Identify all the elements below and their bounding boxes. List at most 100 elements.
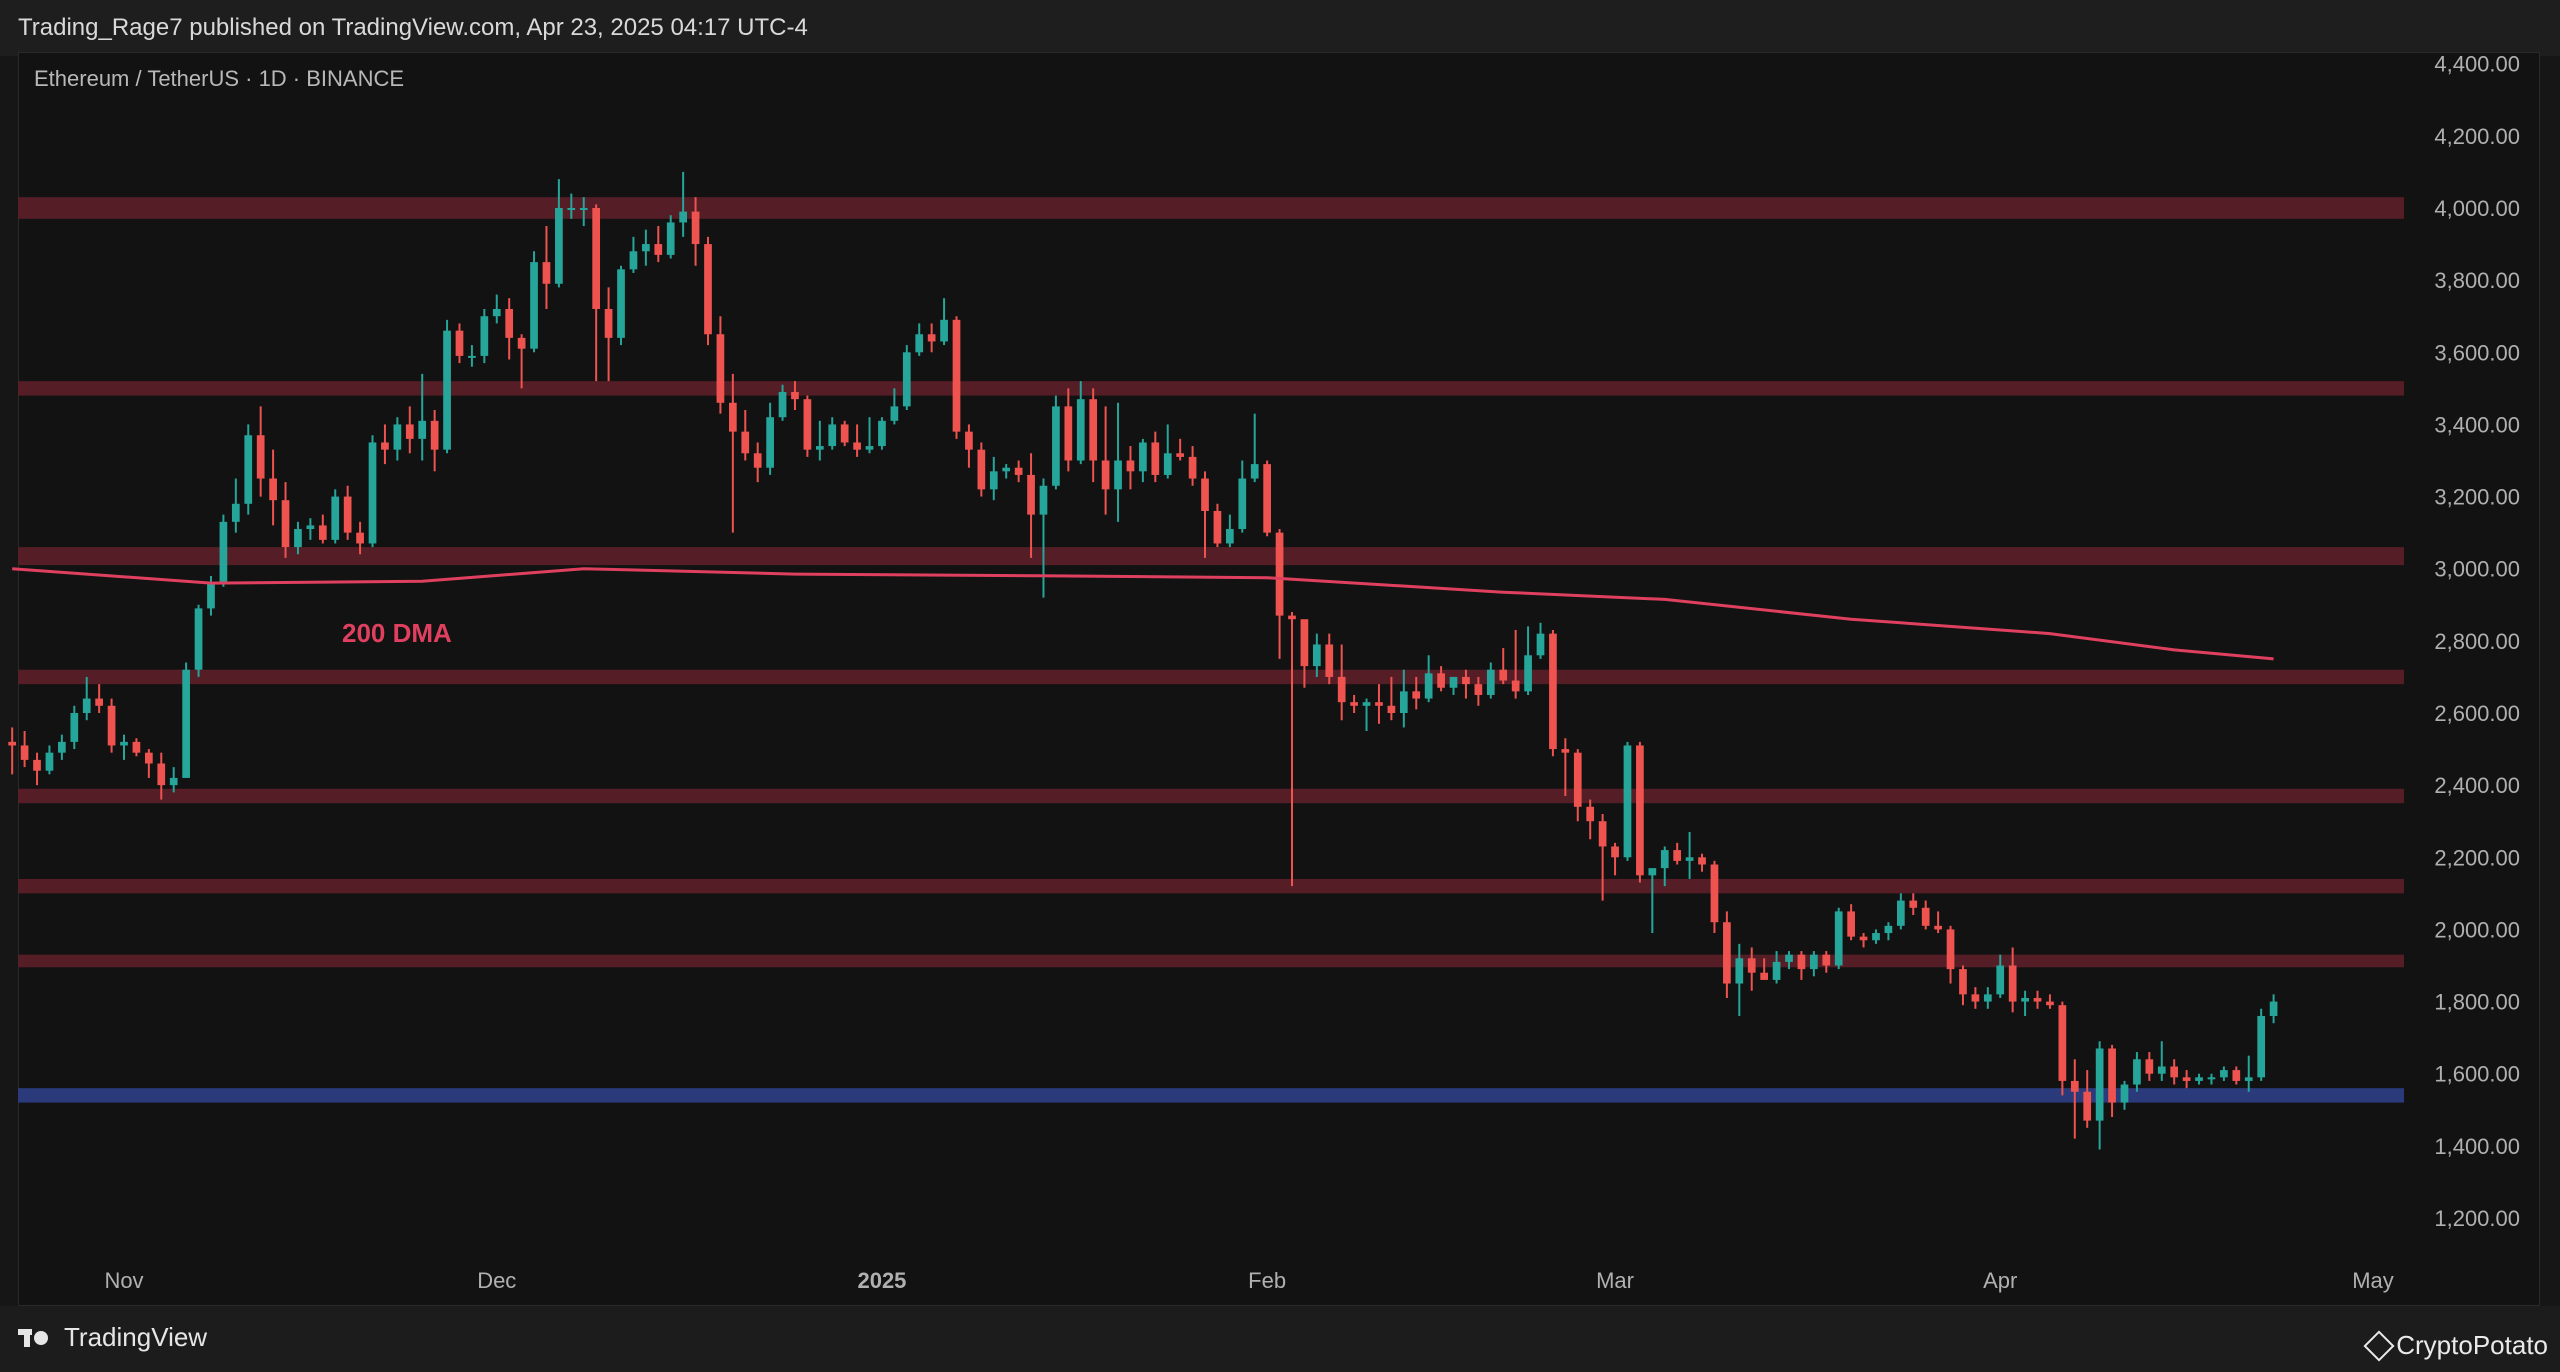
candle-body — [1648, 868, 1657, 876]
candle-body — [1449, 676, 1458, 688]
candle-body — [1499, 669, 1508, 681]
candle — [1648, 868, 1657, 934]
candle — [219, 514, 228, 587]
candle — [1437, 666, 1445, 692]
candle — [753, 442, 762, 483]
resistance-zone — [18, 547, 2404, 566]
resistance-zone — [18, 954, 2404, 968]
candle — [1971, 987, 1980, 1009]
y-tick-label: 4,200.00 — [2434, 124, 2520, 149]
candle — [157, 752, 166, 800]
candle — [1511, 630, 1520, 699]
candle — [902, 345, 911, 410]
candle — [1002, 464, 1011, 479]
candle — [1064, 388, 1073, 472]
candle-body — [766, 417, 774, 468]
candle — [132, 738, 141, 757]
candle — [1139, 438, 1147, 483]
candle-body — [231, 503, 240, 522]
candle — [1847, 904, 1855, 941]
candle — [1188, 446, 1197, 486]
candle — [443, 319, 451, 454]
candle-body — [1561, 749, 1570, 753]
y-tick-label: 2,200.00 — [2434, 845, 2520, 870]
candle — [567, 193, 576, 219]
time-axis: Nov Dec 2025 Feb Mar Apr May — [104, 1268, 2393, 1293]
candle — [1362, 698, 1371, 732]
candle-body — [716, 334, 725, 403]
candle — [778, 384, 787, 421]
candle — [815, 420, 824, 461]
candle — [2095, 1041, 2104, 1150]
candle-body — [1325, 644, 1334, 677]
candle — [1710, 860, 1719, 934]
x-tick-label: Feb — [1248, 1268, 1286, 1293]
candle — [1673, 842, 1682, 865]
candle — [617, 265, 625, 346]
candle-body — [1536, 633, 1545, 656]
candle-body — [1002, 467, 1011, 472]
candle — [33, 752, 41, 786]
y-tick-label: 3,000.00 — [2434, 557, 2520, 582]
candle — [853, 424, 861, 457]
candle-body — [1201, 478, 1209, 511]
candle-body — [182, 669, 190, 778]
candle-body — [890, 406, 899, 421]
candle — [1822, 951, 1831, 973]
candle-body — [1623, 745, 1632, 858]
candle-body — [1834, 911, 1843, 966]
candle — [182, 662, 190, 778]
candle — [691, 197, 700, 266]
candle-body — [1101, 460, 1110, 490]
candle-body — [902, 352, 911, 407]
candle-body — [791, 391, 799, 400]
candle — [1275, 529, 1284, 659]
candle — [120, 734, 128, 760]
candle-body — [853, 442, 861, 450]
candle-body — [865, 446, 874, 450]
candle — [1399, 669, 1408, 728]
candle — [1337, 644, 1346, 721]
candle-body — [2220, 1070, 2228, 1078]
candle-body — [2046, 1001, 2054, 1006]
candle-body — [157, 763, 166, 786]
candle-body — [70, 713, 79, 742]
candle-body — [741, 431, 750, 454]
candle — [82, 676, 91, 721]
candle — [803, 395, 812, 457]
dma-line — [12, 567, 2274, 661]
candle — [1896, 893, 1905, 930]
candle — [965, 424, 973, 468]
candle-body — [2207, 1077, 2216, 1080]
candle — [2170, 1059, 2179, 1085]
candle-body — [666, 222, 675, 255]
candle-body — [1238, 478, 1247, 530]
candle-body — [2070, 1080, 2079, 1092]
candle — [281, 482, 290, 558]
candle-body — [592, 208, 601, 309]
candle-body — [480, 316, 489, 356]
x-tick-label: May — [2352, 1268, 2394, 1293]
tradingview-logo[interactable]: TradingView — [18, 1322, 207, 1353]
candle — [741, 410, 750, 461]
candle — [555, 179, 563, 288]
candle — [2120, 1080, 2129, 1110]
candle-body — [2244, 1077, 2253, 1081]
price-chart[interactable]: 1,200.00 1,400.00 1,600.00 1,800.00 2,000.00… — [0, 0, 2560, 1306]
candle — [393, 417, 402, 461]
candle — [244, 424, 253, 515]
candle — [592, 204, 601, 382]
candle — [1238, 460, 1247, 533]
candle-body — [1312, 644, 1321, 667]
candle-body — [1362, 702, 1371, 706]
candle — [1014, 460, 1023, 483]
candle-body — [1611, 846, 1619, 858]
candle — [368, 435, 377, 548]
candle-body — [977, 449, 986, 490]
candle — [1263, 460, 1271, 537]
candle — [1350, 694, 1358, 713]
candle-body — [418, 420, 427, 439]
candle — [1685, 832, 1694, 879]
candle — [95, 684, 104, 713]
candle-body — [542, 262, 551, 284]
